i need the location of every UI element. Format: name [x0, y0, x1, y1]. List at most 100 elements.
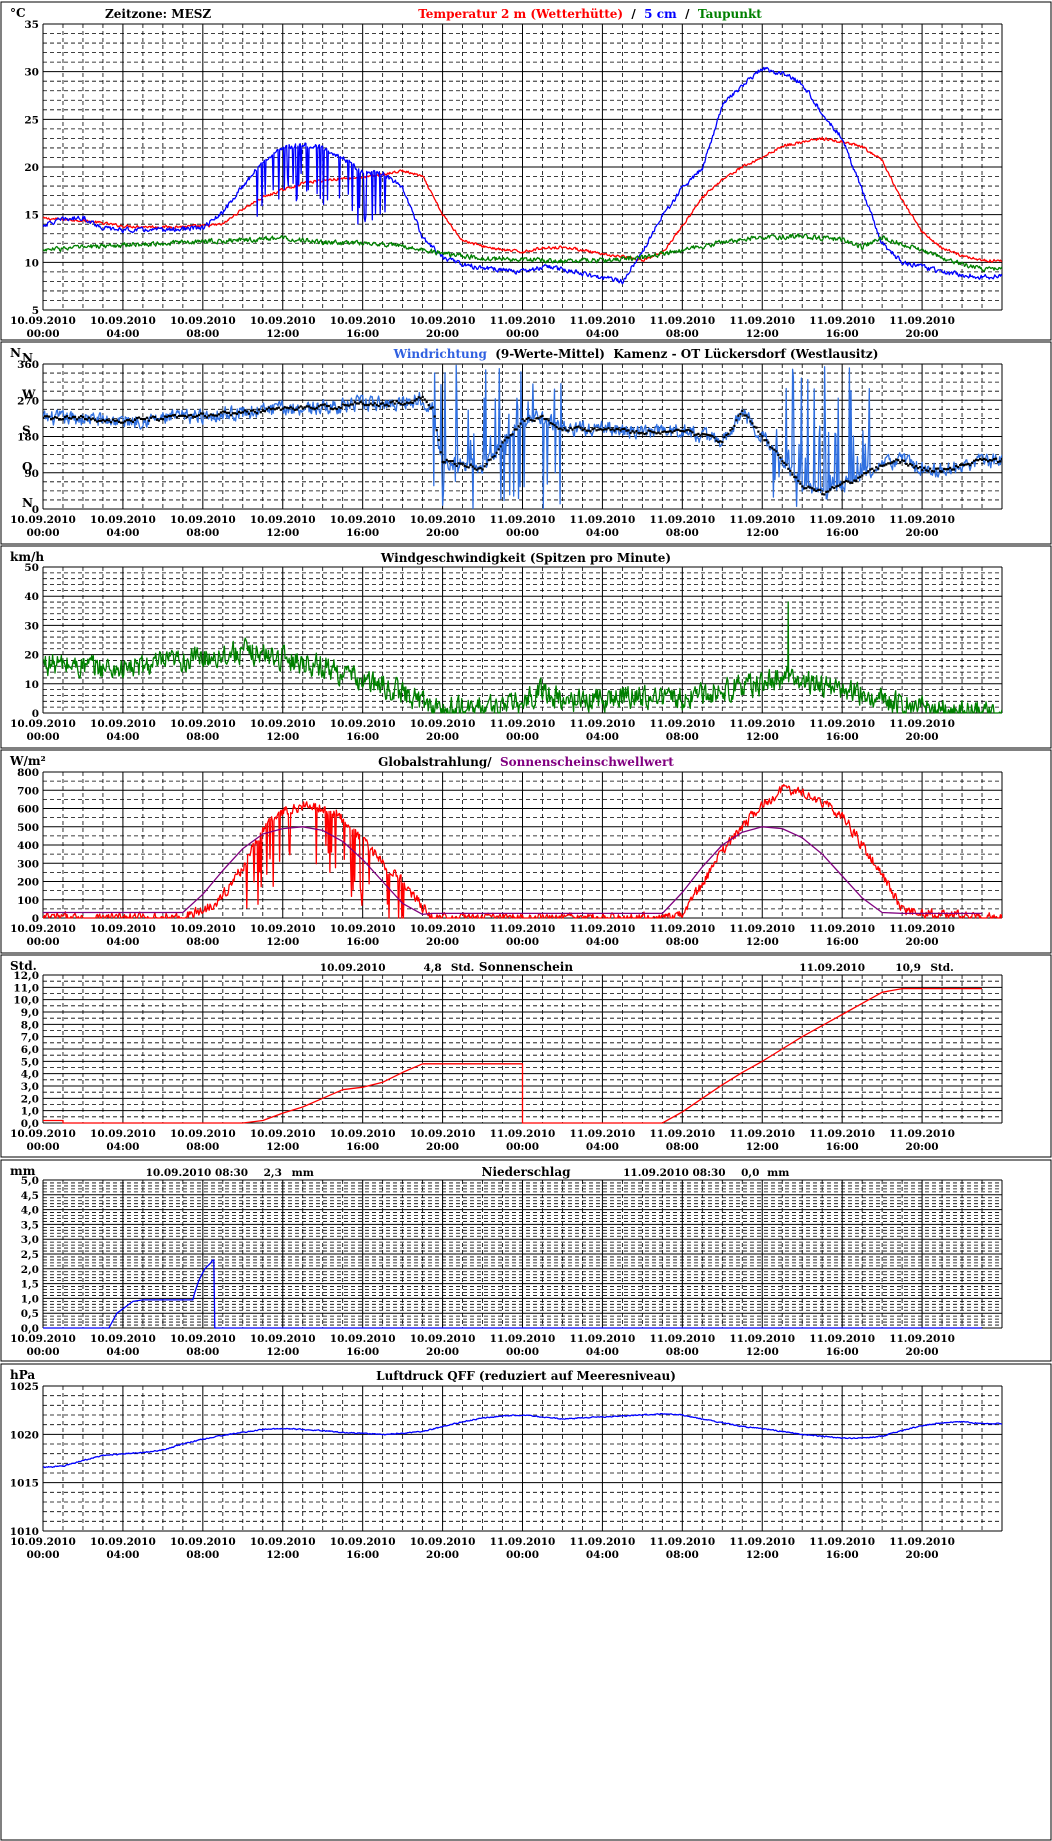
data-point — [213, 414, 217, 417]
data-point — [433, 415, 436, 418]
data-point — [235, 412, 238, 415]
y-tick-label: 10,0 — [13, 995, 39, 1007]
data-point — [589, 430, 592, 433]
y-tick-label: 300 — [17, 858, 39, 870]
data-point — [161, 418, 165, 421]
y-tick-label: 1025 — [10, 1381, 39, 1393]
data-point — [975, 458, 978, 461]
data-point — [331, 408, 334, 411]
data-point — [497, 448, 500, 451]
x-tick-date: 11.09.2010 — [729, 514, 795, 526]
x-tick-date: 10.09.2010 — [250, 315, 316, 327]
data-point — [443, 461, 446, 464]
unit-label: mm — [10, 1164, 36, 1178]
data-point — [671, 431, 674, 434]
data-point — [709, 434, 712, 437]
data-point — [617, 428, 620, 431]
data-point — [573, 426, 576, 429]
data-point — [587, 429, 590, 432]
y-tick-label: 1010 — [10, 1526, 39, 1538]
data-point — [115, 419, 119, 422]
data-point — [265, 408, 268, 411]
x-tick-time: 20:00 — [426, 1549, 459, 1561]
data-point — [823, 493, 826, 496]
y-tick-label: 0 — [32, 504, 39, 516]
compass-label: O — [22, 460, 32, 474]
data-point — [389, 401, 392, 404]
y-tick-label: 7,0 — [21, 1032, 39, 1044]
data-point — [217, 413, 221, 416]
data-point — [641, 431, 644, 434]
data-point — [87, 416, 91, 419]
x-tick-time: 20:00 — [906, 1141, 939, 1153]
data-point — [861, 474, 864, 477]
data-point — [427, 404, 430, 407]
data-point — [559, 427, 562, 430]
unit-label: °C — [10, 6, 26, 20]
data-point — [821, 493, 824, 496]
x-tick-time: 08:00 — [666, 731, 699, 743]
data-point — [829, 488, 832, 491]
data-point — [685, 429, 688, 432]
data-point — [669, 430, 672, 433]
x-tick-time: 20:00 — [906, 731, 939, 743]
data-point — [157, 419, 161, 422]
data-point — [493, 454, 496, 458]
x-tick-date: 11.09.2010 — [889, 315, 955, 327]
data-point — [243, 409, 246, 412]
data-point — [231, 412, 235, 415]
data-point — [757, 430, 760, 433]
data-point — [857, 476, 860, 479]
data-point — [781, 460, 784, 463]
data-point — [731, 427, 734, 430]
x-tick-date: 10.09.2010 — [250, 1536, 316, 1548]
data-point — [779, 456, 782, 459]
series-layer — [43, 1412, 1002, 1469]
data-point — [119, 421, 123, 424]
data-point — [377, 404, 380, 408]
data-point — [561, 429, 564, 432]
data-point — [627, 429, 630, 432]
data-point — [951, 468, 954, 471]
data-point — [89, 418, 93, 421]
data-point — [645, 432, 648, 435]
x-tick-time: 12:00 — [746, 1549, 779, 1561]
x-tick-date: 10.09.2010 — [330, 315, 396, 327]
panel-title: Niederschlag — [481, 1165, 571, 1179]
data-point — [793, 475, 796, 479]
data-point — [805, 487, 808, 490]
data-point — [151, 415, 155, 418]
x-tick-time: 04:00 — [586, 936, 619, 948]
data-point — [195, 414, 199, 418]
x-tick-date: 10.09.2010 — [410, 315, 476, 327]
data-point — [987, 460, 990, 463]
data-point — [527, 416, 530, 420]
panel-title-part: Luftdruck QFF (reduziert auf Meeresnivea… — [376, 1369, 676, 1383]
x-tick-time: 12:00 — [266, 936, 299, 948]
data-point — [991, 459, 994, 462]
panel-temp: 5101520253035°C10.09.201000:0010.09.2010… — [0, 1, 1052, 341]
data-point — [385, 403, 388, 406]
data-point — [889, 462, 892, 465]
x-tick-date: 10.09.2010 — [10, 315, 76, 327]
x-tick-time: 20:00 — [906, 328, 939, 340]
data-point — [409, 401, 412, 404]
data-point — [93, 419, 97, 422]
data-point — [401, 403, 404, 406]
data-point — [753, 425, 756, 428]
data-point — [71, 415, 75, 419]
x-tick-date: 11.09.2010 — [889, 1536, 955, 1548]
x-tick-time: 12:00 — [746, 1346, 779, 1358]
data-point — [733, 424, 736, 428]
data-point — [687, 428, 690, 431]
x-tick-date: 11.09.2010 — [490, 718, 556, 730]
data-point — [103, 420, 107, 423]
series-pressure-0 — [43, 1412, 1002, 1469]
header-note: Std. — [930, 962, 953, 974]
x-tick-date: 11.09.2010 — [490, 1333, 556, 1345]
data-point — [179, 414, 183, 417]
panel-windspeed: 01020304050km/h10.09.201000:0010.09.2010… — [0, 545, 1052, 749]
data-point — [381, 402, 384, 405]
y-tick-label: 500 — [17, 822, 39, 834]
panel-title-part: Taupunkt — [689, 7, 762, 21]
